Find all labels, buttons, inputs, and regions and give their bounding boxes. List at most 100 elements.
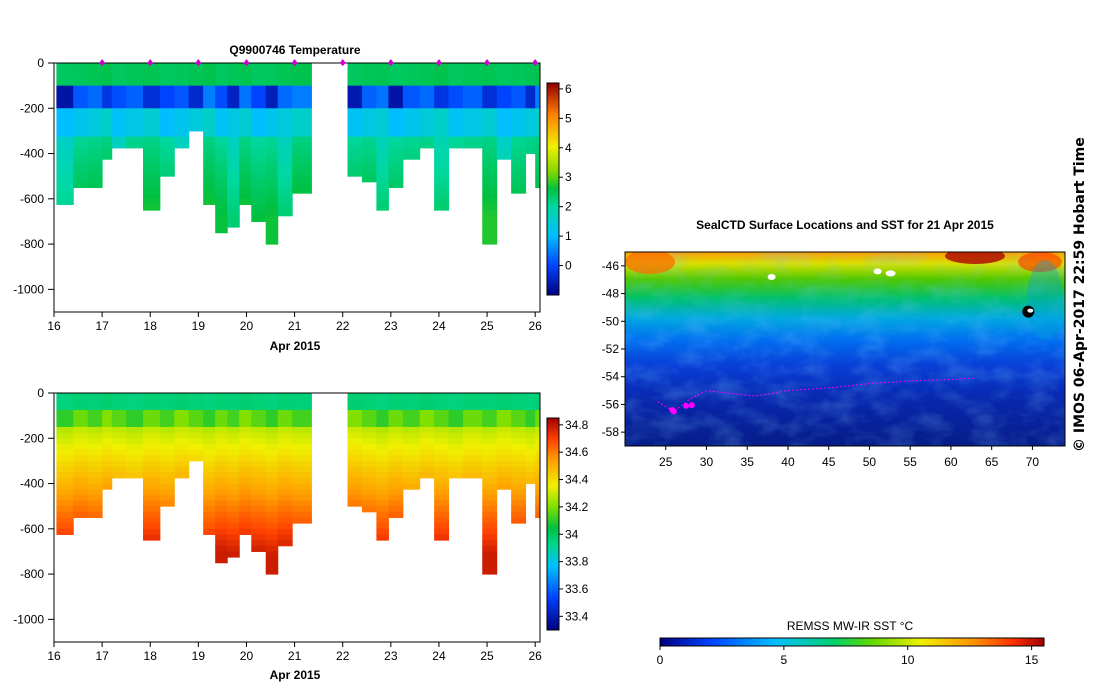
temperature-cell xyxy=(215,96,228,104)
salinity-cell xyxy=(159,443,175,451)
temperature-cell xyxy=(535,181,540,188)
salinity-cell xyxy=(292,409,312,417)
salinity-cell xyxy=(419,449,435,456)
salinity-cell xyxy=(215,398,228,405)
salinity-cell xyxy=(174,415,190,422)
salinity-cell xyxy=(376,393,389,400)
salinity-cell xyxy=(215,540,228,547)
temperature-cell xyxy=(56,63,74,70)
temperature-cell xyxy=(227,130,240,138)
salinity-cell xyxy=(419,421,435,428)
temperature-cell xyxy=(434,204,450,211)
salinity-cell xyxy=(56,466,74,473)
temperature-cell xyxy=(347,79,363,87)
temperature-cell xyxy=(525,147,536,155)
salinity-cell xyxy=(102,483,113,490)
salinity-cell xyxy=(496,443,512,451)
temperature-cell xyxy=(159,102,175,109)
salinity-cell xyxy=(434,421,450,428)
temperature-cell xyxy=(265,164,279,172)
salinity-cell xyxy=(251,432,267,439)
salinity-cell xyxy=(87,393,103,400)
temperature-cell xyxy=(496,63,512,70)
temperature-cell xyxy=(496,142,512,149)
salinity-cell xyxy=(251,494,267,502)
map-y-tick-label: -56 xyxy=(602,397,620,411)
sst-colorbar-label: REMSS MW-IR SST °C xyxy=(787,619,914,633)
salinity-cell xyxy=(215,432,228,439)
temperature-cell xyxy=(56,102,74,109)
temperature-cell xyxy=(434,102,450,109)
salinity-cell xyxy=(174,432,190,439)
temperature-cell xyxy=(482,125,498,132)
temperature-cell xyxy=(87,125,103,132)
colorbar-tick-label: 34.8 xyxy=(565,418,589,432)
map-x-tick-label: 45 xyxy=(822,455,836,469)
temperature-cell xyxy=(227,74,240,81)
salinity-cell xyxy=(87,494,103,502)
colorbar-tick-label: 6 xyxy=(565,82,572,96)
temperature-cell xyxy=(143,198,161,205)
temperature-cell xyxy=(292,108,312,115)
temperature-cell xyxy=(73,63,89,70)
salinity-cell xyxy=(174,449,190,456)
salinity-cell xyxy=(535,500,540,507)
temperature-title: Q9900746 Temperature xyxy=(229,43,361,57)
temperature-cell xyxy=(496,153,512,160)
temperature-cell xyxy=(73,153,89,160)
warm-patch xyxy=(625,252,675,274)
salinity-cell xyxy=(215,455,228,462)
salinity-cell xyxy=(143,523,161,530)
y-tick-label: -400 xyxy=(20,477,44,491)
temperature-cell xyxy=(174,108,190,115)
salinity-cell xyxy=(361,449,377,456)
salinity-cell xyxy=(361,415,377,422)
salinity-cell xyxy=(388,483,404,490)
temperature-cell xyxy=(361,147,377,155)
temperature-cell xyxy=(227,187,240,194)
salinity-cell xyxy=(239,466,252,473)
temperature-cell xyxy=(361,102,377,109)
sst-map-panel: SealCTD Surface Locations and SST for 21… xyxy=(602,218,1066,667)
salinity-cell xyxy=(159,472,175,479)
temperature-cell xyxy=(434,170,450,177)
salinity-cell xyxy=(143,500,161,507)
temperature-cell xyxy=(215,108,228,115)
surface-marker xyxy=(243,59,250,66)
x-tick-label: 26 xyxy=(529,319,543,333)
salinity-cell xyxy=(535,511,540,518)
temperature-cell xyxy=(482,130,498,138)
x-tick-label: 21 xyxy=(288,319,302,333)
colorbar-tick-label: 3 xyxy=(565,170,572,184)
temperature-cell xyxy=(463,63,483,70)
temperature-cell xyxy=(535,68,540,75)
salinity-cell xyxy=(102,449,113,456)
colorbar-tick-label: 34 xyxy=(565,527,579,541)
temperature-cell xyxy=(434,85,450,92)
temperature-cell xyxy=(188,102,204,109)
salinity-cell xyxy=(361,494,377,502)
temperature-cell xyxy=(239,125,252,132)
temperature-cell xyxy=(159,79,175,87)
salinity-cell xyxy=(188,421,204,428)
temperature-cell xyxy=(251,181,267,188)
temperature-cell xyxy=(448,96,464,104)
temperature-cell xyxy=(227,142,240,149)
temperature-cell xyxy=(239,170,252,177)
temperature-cell xyxy=(56,85,74,92)
temperature-cell xyxy=(277,96,293,104)
salinity-cell xyxy=(463,432,483,439)
temperature-cell xyxy=(347,159,363,166)
temperature-cell xyxy=(73,91,89,98)
temperature-cell xyxy=(277,170,293,177)
temperature-cell xyxy=(361,68,377,75)
temperature-cell xyxy=(215,159,228,166)
temperature-cell xyxy=(292,79,312,87)
salinity-cell xyxy=(463,443,483,451)
temperature-cell xyxy=(203,91,216,98)
salinity-colorbar xyxy=(546,417,560,631)
salinity-cell xyxy=(73,472,89,479)
salinity-cell xyxy=(535,415,540,422)
temperature-cell xyxy=(496,68,512,75)
temperature-cell xyxy=(73,79,89,87)
